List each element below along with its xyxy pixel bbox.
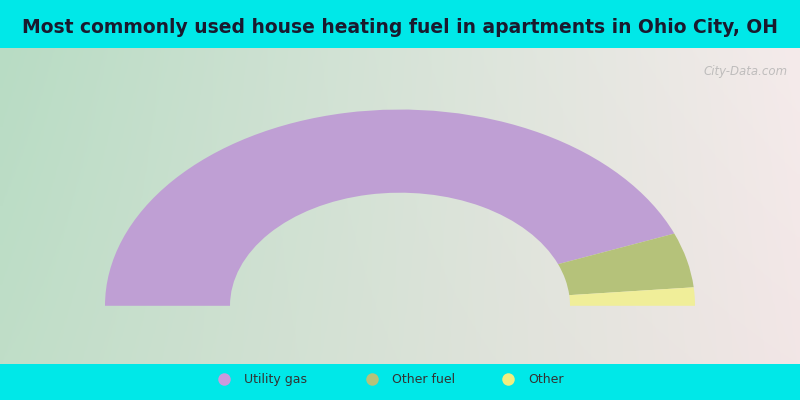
Wedge shape xyxy=(105,110,674,306)
Text: Other: Other xyxy=(528,373,563,386)
Text: Utility gas: Utility gas xyxy=(244,373,307,386)
Wedge shape xyxy=(570,287,695,306)
Text: City-Data.com: City-Data.com xyxy=(703,65,787,78)
Text: Most commonly used house heating fuel in apartments in Ohio City, OH: Most commonly used house heating fuel in… xyxy=(22,18,778,37)
Text: Other fuel: Other fuel xyxy=(392,373,455,386)
Wedge shape xyxy=(558,234,694,295)
